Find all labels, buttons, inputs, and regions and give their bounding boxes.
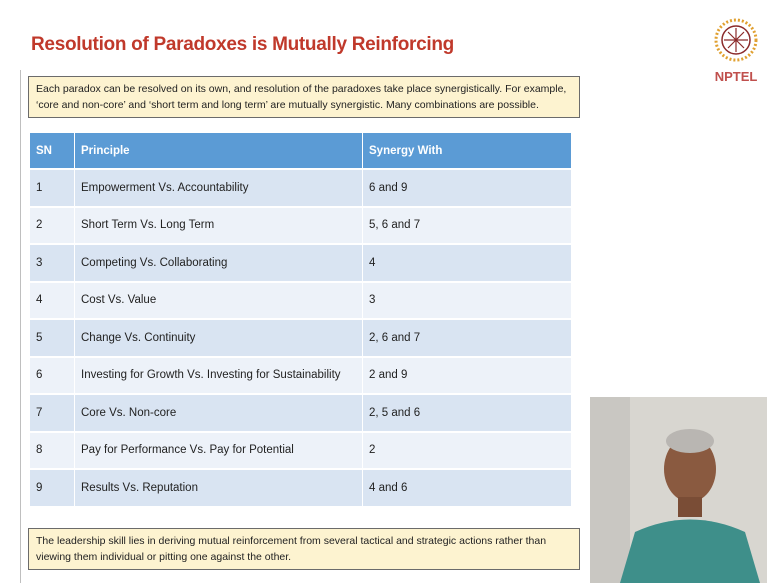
table-cell: 6 and 9 bbox=[362, 168, 572, 207]
table-cell: 4 and 6 bbox=[362, 468, 572, 506]
table-cell: 2, 6 and 7 bbox=[362, 318, 572, 357]
table-cell: 2 and 9 bbox=[362, 355, 572, 394]
table-cell: Investing for Growth Vs. Investing for S… bbox=[74, 355, 363, 394]
table-cell: 3 bbox=[362, 280, 572, 319]
table-cell: Short Term Vs. Long Term bbox=[74, 205, 363, 244]
table-row: 5 Change Vs. Continuity 2, 6 and 7 bbox=[30, 318, 572, 357]
table-row: 8 Pay for Performance Vs. Pay for Potenti… bbox=[30, 430, 572, 469]
table-row: 3 Competing Vs. Collaborating 4 bbox=[30, 243, 572, 282]
table-cell: Competing Vs. Collaborating bbox=[74, 243, 363, 282]
column-header: SN bbox=[30, 133, 75, 169]
table-row: 9 Results Vs. Reputation 4 and 6 bbox=[30, 468, 572, 506]
side-rule bbox=[20, 70, 21, 583]
table-cell: Change Vs. Continuity bbox=[74, 318, 363, 357]
table-cell: 5 bbox=[30, 318, 75, 357]
presenter-video bbox=[590, 397, 767, 583]
table-cell: 2 bbox=[362, 430, 572, 469]
table-cell: Empowerment Vs. Accountability bbox=[74, 168, 363, 207]
table-cell: 4 bbox=[362, 243, 572, 282]
slide-title: Resolution of Paradoxes is Mutually Rein… bbox=[31, 34, 454, 55]
table-cell: 2, 5 and 6 bbox=[362, 393, 572, 432]
table-cell: Core Vs. Non-core bbox=[74, 393, 363, 432]
synergy-table: SN Principle Synergy With 1 Empowerment Vs.… bbox=[30, 133, 572, 506]
table-row: 1 Empowerment Vs. Accountability 6 and 9 bbox=[30, 168, 572, 207]
table-row: 7 Core Vs. Non-core 2, 5 and 6 bbox=[30, 393, 572, 432]
table-cell: 1 bbox=[30, 168, 75, 207]
table-cell: Cost Vs. Value bbox=[74, 280, 363, 319]
logo-text: NPTEL bbox=[714, 69, 758, 84]
intro-note: Each paradox can be resolved on its own,… bbox=[28, 76, 580, 118]
column-header: Principle bbox=[74, 133, 363, 169]
table-cell: Pay for Performance Vs. Pay for Potentia… bbox=[74, 430, 363, 469]
table-cell: 5, 6 and 7 bbox=[362, 205, 572, 244]
table-cell: 9 bbox=[30, 468, 75, 506]
footer-note: The leadership skill lies in deriving mu… bbox=[28, 528, 580, 570]
table-row: 2 Short Term Vs. Long Term 5, 6 and 7 bbox=[30, 205, 572, 244]
table-cell: 7 bbox=[30, 393, 75, 432]
logo-emblem bbox=[714, 18, 758, 62]
table-row: 6 Investing for Growth Vs. Investing for … bbox=[30, 355, 572, 394]
table-cell: 3 bbox=[30, 243, 75, 282]
column-header: Synergy With bbox=[362, 133, 572, 169]
logo: NPTEL bbox=[708, 18, 764, 84]
table-cell: 4 bbox=[30, 280, 75, 319]
table-cell: 6 bbox=[30, 355, 75, 394]
table-cell: Results Vs. Reputation bbox=[74, 468, 363, 506]
table-cell: 2 bbox=[30, 205, 75, 244]
table-cell: 8 bbox=[30, 430, 75, 469]
table-header: SN Principle Synergy With bbox=[30, 133, 572, 169]
table-row: 4 Cost Vs. Value 3 bbox=[30, 280, 572, 319]
